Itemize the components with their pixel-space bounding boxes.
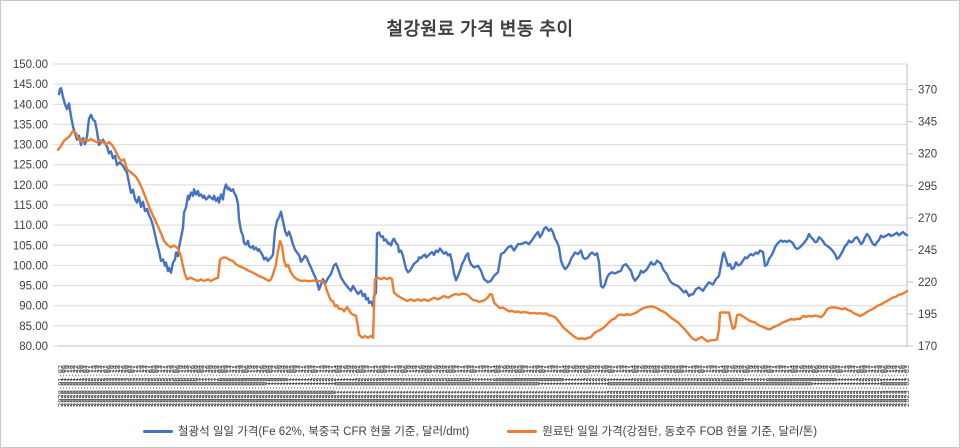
svg-text:270: 270	[918, 213, 937, 225]
legend-label-iron-ore: 철광석 일일 가격(Fe 62%, 북중국 CFR 현물 기준, 달러/dmt)	[177, 426, 470, 438]
svg-text:345: 345	[918, 117, 937, 129]
coking-coal-line-marker	[507, 429, 538, 433]
svg-text:320: 320	[918, 149, 937, 161]
svg-text:80.00: 80.00	[19, 341, 48, 353]
svg-text:100.00: 100.00	[13, 260, 48, 272]
chart-title: 철강원료 가격 변동 추이	[386, 19, 574, 39]
svg-text:195: 195	[918, 309, 937, 321]
svg-text:150.00: 150.00	[13, 59, 48, 71]
legend-entry-coking-coal: 원료탄 일일 가격(강점탄, 동호주 FOB 현물 기준, 달러/톤)	[507, 423, 817, 439]
iron-ore-line-marker	[142, 429, 173, 433]
svg-text:105.00: 105.00	[13, 240, 48, 252]
svg-text:95.00: 95.00	[19, 281, 48, 293]
svg-text:90.00: 90.00	[19, 301, 48, 313]
svg-text:295: 295	[918, 181, 937, 193]
svg-text:85.00: 85.00	[19, 321, 48, 333]
svg-text:135.00: 135.00	[13, 119, 48, 131]
svg-text:115.00: 115.00	[14, 200, 48, 212]
svg-text:140.00: 140.00	[13, 99, 48, 111]
legend-label-coking-coal: 원료탄 일일 가격(강점탄, 동호주 FOB 현물 기준, 달러/톤)	[542, 426, 818, 438]
svg-text:245: 245	[918, 245, 937, 257]
x-axis-date-labels: 2020-01-02 2020-01-06 2020-01-10 2020-01-14…	[1, 350, 959, 408]
svg-text:130.00: 130.00	[13, 140, 48, 152]
svg-text:370: 370	[918, 85, 937, 97]
svg-text:145.00: 145.00	[13, 79, 48, 91]
legend-entry-iron-ore: 철광석 일일 가격(Fe 62%, 북중국 CFR 현물 기준, 달러/dmt)	[142, 423, 470, 439]
date-tick-label: 2023-02-03	[903, 364, 911, 407]
svg-text:170: 170	[918, 341, 937, 353]
svg-text:220: 220	[918, 277, 937, 289]
legend: 철광석 일일 가격(Fe 62%, 북중국 CFR 현물 기준, 달러/dmt)…	[1, 423, 959, 439]
svg-text:125.00: 125.00	[13, 160, 48, 172]
svg-text:110.00: 110.00	[14, 220, 48, 232]
svg-text:120.00: 120.00	[13, 180, 48, 192]
